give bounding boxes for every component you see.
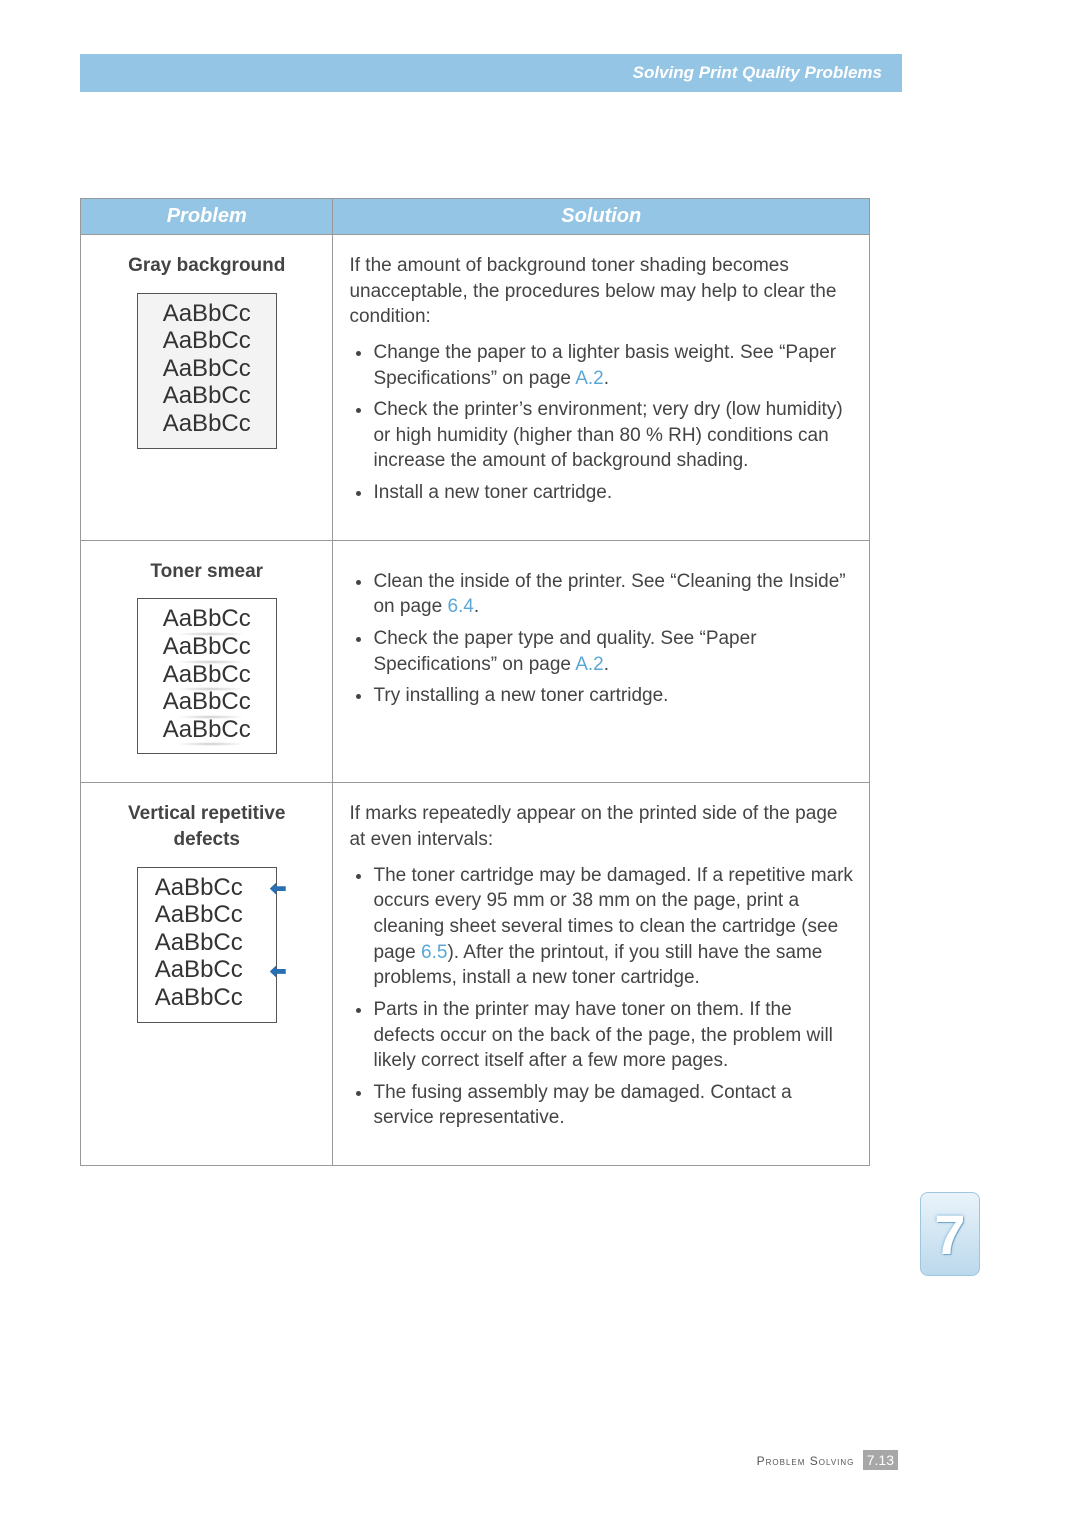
defect-mark-icon <box>270 883 286 895</box>
sample-line: AaBbCc <box>148 688 266 716</box>
page-ref-link[interactable]: 6.5 <box>421 942 447 963</box>
sample-line: AaBbCc <box>148 716 266 744</box>
chapter-tab: 7 <box>920 1192 980 1276</box>
solution-item: Parts in the printer may have toner on t… <box>373 997 853 1074</box>
problem-cell: Toner smear AaBbCc AaBbCc AaBbCc AaBbCc … <box>81 540 333 783</box>
solution-cell: Clean the inside of the printer. See “Cl… <box>333 540 870 783</box>
solution-item: The toner cartridge may be damaged. If a… <box>373 863 853 991</box>
print-sample-smear: AaBbCc AaBbCc AaBbCc AaBbCc AaBbCc <box>137 598 277 754</box>
solution-list: The toner cartridge may be damaged. If a… <box>349 863 853 1131</box>
content-area: Problem Solution Gray background AaBbCc … <box>80 198 870 1166</box>
table-row: Toner smear AaBbCc AaBbCc AaBbCc AaBbCc … <box>81 540 870 783</box>
col-header-problem: Problem <box>81 199 333 235</box>
solution-item: Try installing a new toner cartridge. <box>373 683 853 709</box>
solution-cell: If the amount of background toner shadin… <box>333 235 870 541</box>
page-ref-link[interactable]: A.2 <box>575 368 604 389</box>
page: Solving Print Quality Problems Problem S… <box>0 0 1080 1526</box>
problem-title: Toner smear <box>97 559 316 585</box>
table-row: Vertical repetitive defects AaBbCc AaBbC… <box>81 783 870 1166</box>
table-header-row: Problem Solution <box>81 199 870 235</box>
footer-label: Problem Solving <box>757 1454 855 1468</box>
solution-intro: If the amount of background toner shadin… <box>349 253 853 330</box>
solution-cell: If marks repeatedly appear on the printe… <box>333 783 870 1166</box>
table-row: Gray background AaBbCc AaBbCc AaBbCc AaB… <box>81 235 870 541</box>
sample-line: AaBbCc <box>148 355 266 383</box>
section-header-title: Solving Print Quality Problems <box>633 63 882 83</box>
print-sample-vertical-defects: AaBbCc AaBbCc AaBbCc AaBbCc AaBbCc <box>137 867 277 1023</box>
solution-item: Clean the inside of the printer. See “Cl… <box>373 569 853 620</box>
sample-line: AaBbCc <box>148 874 266 902</box>
solution-list: Change the paper to a lighter basis weig… <box>349 340 853 506</box>
sample-line: AaBbCc <box>148 661 266 689</box>
problem-title: Gray background <box>97 253 316 279</box>
sample-line: AaBbCc <box>148 327 266 355</box>
sample-line: AaBbCc <box>148 382 266 410</box>
sample-line: AaBbCc <box>148 300 266 328</box>
problem-title: Vertical repetitive defects <box>97 801 316 852</box>
col-header-solution: Solution <box>333 199 870 235</box>
sample-line: AaBbCc <box>148 929 266 957</box>
section-header-band: Solving Print Quality Problems <box>80 54 902 92</box>
page-ref-link[interactable]: 6.4 <box>447 596 473 617</box>
problem-cell: Vertical repetitive defects AaBbCc AaBbC… <box>81 783 333 1166</box>
sample-line: AaBbCc <box>148 633 266 661</box>
sample-line: AaBbCc <box>148 605 266 633</box>
sample-line: AaBbCc <box>148 410 266 438</box>
solution-intro: If marks repeatedly appear on the printe… <box>349 801 853 852</box>
sample-line: AaBbCc <box>148 901 266 929</box>
defect-mark-icon <box>270 965 286 977</box>
solution-item: Install a new toner cartridge. <box>373 480 853 506</box>
sample-line: AaBbCc <box>148 956 266 984</box>
print-sample-gray: AaBbCc AaBbCc AaBbCc AaBbCc AaBbCc <box>137 293 277 449</box>
sample-line: AaBbCc <box>148 984 266 1012</box>
problem-cell: Gray background AaBbCc AaBbCc AaBbCc AaB… <box>81 235 333 541</box>
chapter-tab-digit: 7 <box>934 1202 965 1267</box>
footer-page-box: 7.13 <box>863 1450 898 1470</box>
solution-item: Change the paper to a lighter basis weig… <box>373 340 853 391</box>
solution-list: Clean the inside of the printer. See “Cl… <box>349 569 853 709</box>
solution-item: Check the paper type and quality. See “P… <box>373 626 853 677</box>
page-ref-link[interactable]: A.2 <box>575 654 604 675</box>
quality-problems-table: Problem Solution Gray background AaBbCc … <box>80 198 870 1166</box>
solution-item: Check the printer’s environment; very dr… <box>373 397 853 474</box>
page-footer: Problem Solving 7.13 <box>757 1450 898 1470</box>
solution-item: The fusing assembly may be damaged. Cont… <box>373 1080 853 1131</box>
